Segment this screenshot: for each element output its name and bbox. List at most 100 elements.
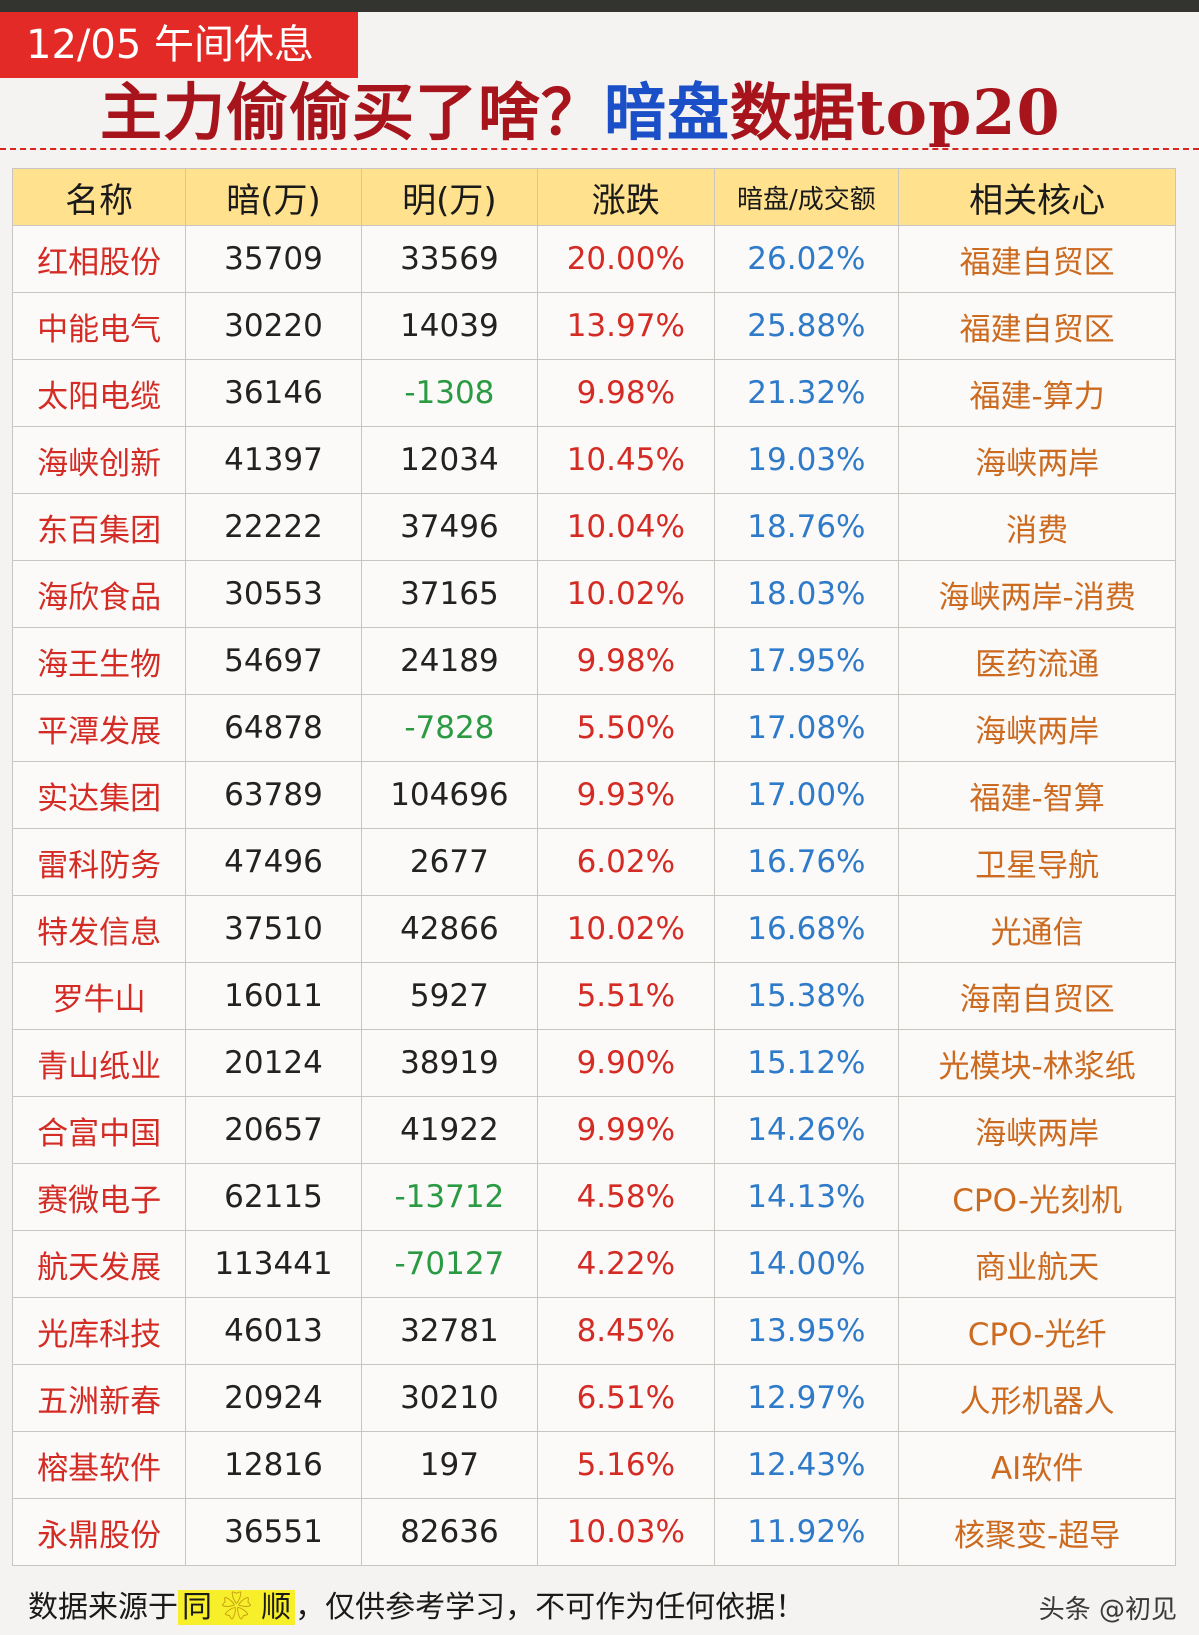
dark-amount-cell: 22222 — [185, 493, 362, 561]
dark-ratio-cell: 13.95% — [713, 1297, 900, 1365]
price-change-cell: 6.51% — [537, 1364, 715, 1432]
price-change-cell: 9.90% — [537, 1029, 715, 1097]
dark-ratio-cell: 19.03% — [713, 426, 900, 494]
price-change-cell: 10.02% — [537, 560, 715, 628]
dark-amount-cell: 54697 — [185, 627, 362, 695]
table-row: 青山纸业 20124 38919 9.90% 15.12% 光模块-林浆纸 — [11, 1029, 1176, 1097]
table-row: 海峡创新 41397 12034 10.45% 19.03% 海峡两岸 — [11, 426, 1176, 494]
core-theme-cell: 福建-智算 — [898, 761, 1176, 829]
lit-amount-cell: 42866 — [360, 895, 539, 963]
core-theme-cell: 核聚变-超导 — [898, 1498, 1176, 1566]
dark-amount-cell: 16011 — [185, 962, 362, 1030]
stock-name-cell: 赛微电子 — [11, 1163, 187, 1231]
lit-amount-cell: 38919 — [360, 1029, 539, 1097]
lit-amount-cell: 197 — [360, 1431, 539, 1499]
price-change-cell: 6.02% — [537, 828, 715, 896]
lit-amount-cell: -1308 — [360, 359, 539, 427]
stock-name-cell: 中能电气 — [11, 292, 187, 360]
core-theme-cell: 人形机器人 — [898, 1364, 1176, 1432]
dark-ratio-cell: 12.97% — [713, 1364, 900, 1432]
dark-amount-cell: 20124 — [185, 1029, 362, 1097]
dark-amount-cell: 20924 — [185, 1364, 362, 1432]
table-row: 海欣食品 30553 37165 10.02% 18.03% 海峡两岸-消费 — [11, 560, 1176, 628]
source-note: 数据来源于同 ❀ 顺，仅供参考学习，不可作为任何依据！ — [28, 1586, 805, 1630]
lit-amount-cell: -7828 — [360, 694, 539, 762]
price-change-cell: 9.98% — [537, 359, 715, 427]
dark-amount-cell: 64878 — [185, 694, 362, 762]
stock-name-cell: 东百集团 — [11, 493, 187, 561]
dark-amount-cell: 12816 — [185, 1431, 362, 1499]
stock-name-cell: 榕基软件 — [11, 1431, 187, 1499]
stock-name-cell: 海欣食品 — [11, 560, 187, 628]
lit-amount-cell: 5927 — [360, 962, 539, 1030]
price-change-cell: 10.02% — [537, 895, 715, 963]
dark-amount-cell: 36551 — [185, 1498, 362, 1566]
header-dark: 暗(万) — [185, 168, 362, 226]
core-theme-cell: 医药流通 — [898, 627, 1176, 695]
dark-amount-cell: 41397 — [185, 426, 362, 494]
brand-left: 同 — [182, 1590, 212, 1625]
dark-ratio-cell: 18.76% — [713, 493, 900, 561]
core-theme-cell: 光模块-林浆纸 — [898, 1029, 1176, 1097]
price-change-cell: 8.45% — [537, 1297, 715, 1365]
dashed-divider — [0, 148, 1199, 150]
price-change-cell: 20.00% — [537, 225, 715, 293]
dark-ratio-cell: 16.68% — [713, 895, 900, 963]
table-row: 东百集团 22222 37496 10.04% 18.76% 消费 — [11, 493, 1176, 561]
lit-amount-cell: 32781 — [360, 1297, 539, 1365]
dark-amount-cell: 36146 — [185, 359, 362, 427]
date-badge: 12/05 午间休息 — [0, 12, 358, 78]
table-row: 实达集团 63789 104696 9.93% 17.00% 福建-智算 — [11, 761, 1176, 829]
stock-name-cell: 永鼎股份 — [11, 1498, 187, 1566]
dark-amount-cell: 35709 — [185, 225, 362, 293]
stock-name-cell: 五洲新春 — [11, 1364, 187, 1432]
dark-amount-cell: 30553 — [185, 560, 362, 628]
table-row: 红相股份 35709 33569 20.00% 26.02% 福建自贸区 — [11, 225, 1176, 293]
core-theme-cell: 海峡两岸 — [898, 1096, 1176, 1164]
price-change-cell: 9.98% — [537, 627, 715, 695]
table-row: 合富中国 20657 41922 9.99% 14.26% 海峡两岸 — [11, 1096, 1176, 1164]
price-change-cell: 10.04% — [537, 493, 715, 561]
dark-ratio-cell: 14.00% — [713, 1230, 900, 1298]
table-row: 永鼎股份 36551 82636 10.03% 11.92% 核聚变-超导 — [11, 1498, 1176, 1566]
table-row: 航天发展 113441 -70127 4.22% 14.00% 商业航天 — [11, 1230, 1176, 1298]
core-theme-cell: 海峡两岸 — [898, 426, 1176, 494]
lit-amount-cell: 24189 — [360, 627, 539, 695]
price-change-cell: 5.51% — [537, 962, 715, 1030]
price-change-cell: 5.16% — [537, 1431, 715, 1499]
dark-ratio-cell: 17.08% — [713, 694, 900, 762]
title-part-question: 主力偷偷买了啥？ — [100, 76, 605, 149]
price-change-cell: 5.50% — [537, 694, 715, 762]
core-theme-cell: 福建自贸区 — [898, 225, 1176, 293]
core-theme-cell: 消费 — [898, 493, 1176, 561]
dark-ratio-cell: 26.02% — [713, 225, 900, 293]
core-theme-cell: 福建自贸区 — [898, 292, 1176, 360]
dark-ratio-cell: 14.13% — [713, 1163, 900, 1231]
header-ratio: 暗盘/成交额 — [713, 168, 900, 226]
table-row: 太阳电缆 36146 -1308 9.98% 21.32% 福建-算力 — [11, 359, 1176, 427]
price-change-cell: 9.93% — [537, 761, 715, 829]
lit-amount-cell: 2677 — [360, 828, 539, 896]
flower-icon: ❀ — [221, 1590, 252, 1625]
core-theme-cell: 卫星导航 — [898, 828, 1176, 896]
lit-amount-cell: 82636 — [360, 1498, 539, 1566]
stock-name-cell: 青山纸业 — [11, 1029, 187, 1097]
dark-ratio-cell: 16.76% — [713, 828, 900, 896]
lit-amount-cell: 37496 — [360, 493, 539, 561]
stock-name-cell: 海峡创新 — [11, 426, 187, 494]
dark-ratio-cell: 15.38% — [713, 962, 900, 1030]
dark-amount-cell: 46013 — [185, 1297, 362, 1365]
brand-right: 顺 — [261, 1590, 292, 1625]
dark-pool-table: 名称 暗(万) 明(万) 涨跌 暗盘/成交额 相关核心 红相股份 35709 335… — [11, 168, 1176, 1566]
lit-amount-cell: 33569 — [360, 225, 539, 293]
stock-name-cell: 罗牛山 — [11, 962, 187, 1030]
lit-amount-cell: -70127 — [360, 1230, 539, 1298]
dark-amount-cell: 62115 — [185, 1163, 362, 1231]
core-theme-cell: 光通信 — [898, 895, 1176, 963]
stock-name-cell: 实达集团 — [11, 761, 187, 829]
lit-amount-cell: 14039 — [360, 292, 539, 360]
lit-amount-cell: 30210 — [360, 1364, 539, 1432]
dark-amount-cell: 113441 — [185, 1230, 362, 1298]
table-row: 五洲新春 20924 30210 6.51% 12.97% 人形机器人 — [11, 1364, 1176, 1432]
dark-ratio-cell: 21.32% — [713, 359, 900, 427]
